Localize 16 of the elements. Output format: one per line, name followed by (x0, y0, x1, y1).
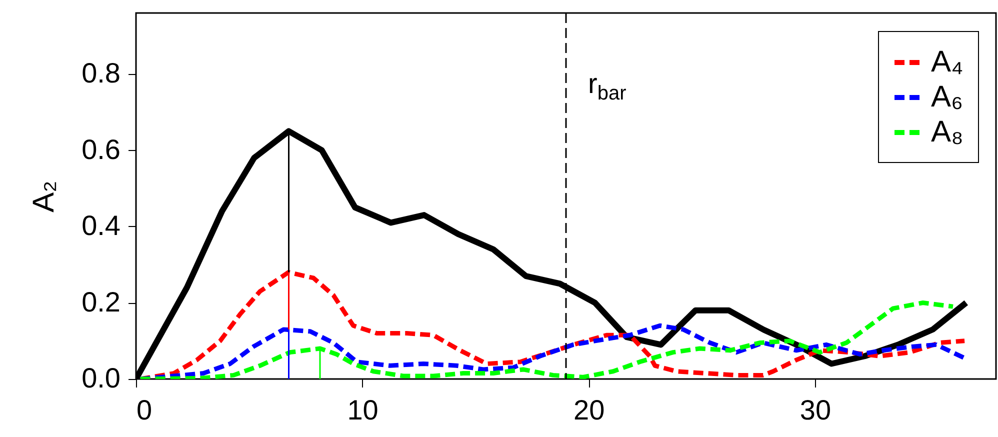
x-tick-label: 20 (574, 394, 605, 426)
y-tick-label: 0.6 (82, 134, 120, 165)
y-tick-label: 0.0 (82, 362, 120, 394)
x-tick-label: 0 (136, 394, 152, 426)
x-tick-label: 30 (800, 394, 832, 426)
legend-label: A₄ (931, 46, 964, 78)
legend-label: A₆ (931, 80, 964, 114)
y-tick-label: 0.8 (82, 58, 120, 88)
y-tick-label: 0.2 (82, 286, 120, 318)
ref-line-label: r$_{bar}$ (588, 68, 626, 106)
x-tick-label: 10 (347, 394, 378, 426)
y-axis-title: A₂ (28, 180, 61, 212)
y-tick-label: 0.4 (82, 210, 120, 241)
legend-label: A₈ (931, 116, 964, 148)
line-series (138, 323, 967, 379)
line-series (138, 300, 956, 379)
